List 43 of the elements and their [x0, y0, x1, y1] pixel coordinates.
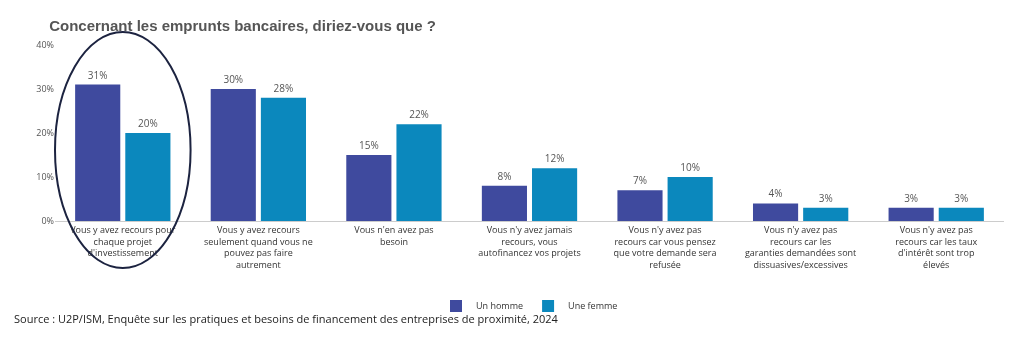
bar	[938, 207, 984, 221]
bar	[260, 97, 307, 221]
bar	[75, 84, 121, 221]
data-label: 4%	[768, 186, 783, 201]
legend-label: Une femme	[568, 299, 618, 313]
data-label: 15%	[359, 138, 379, 152]
data-label: 7%	[633, 173, 647, 188]
data-label: 3%	[904, 190, 919, 205]
x-tick-label: Vous n'y avez pas recours car les taux d'intérêt sont trop élevés	[895, 222, 978, 271]
y-tick-label: 20%	[36, 126, 54, 140]
data-label: 3%	[818, 190, 833, 205]
bar	[888, 207, 934, 221]
data-label: 3%	[954, 190, 969, 205]
bar	[125, 133, 171, 221]
data-label: 31%	[87, 67, 108, 82]
x-tick-label: Vous n'en avez pas besoin	[354, 222, 434, 248]
data-label: 12%	[544, 151, 565, 166]
y-tick-label: 0%	[41, 214, 54, 228]
bar	[481, 185, 527, 221]
legend-label: Un homme	[476, 299, 524, 313]
x-tick-label: Vous n'y avez pas recours car les garanties demandées sont dissuasives/excessives	[744, 222, 857, 271]
x-tick-label: Vous n'y avez pas recours car vous pensez que votre demande sera refusée	[613, 222, 717, 271]
y-tick-label: 40%	[36, 38, 54, 52]
bar	[803, 207, 849, 221]
data-label: 10%	[680, 160, 700, 174]
bar	[346, 155, 392, 221]
chart-title: Concernant les emprunts bancaires, diriez-vous que ?	[49, 16, 436, 34]
x-tick-label: Vous n'y avez jamais recours, vous autofinancez vos projets	[478, 222, 581, 260]
data-label: 20%	[138, 116, 158, 130]
bar	[667, 177, 713, 221]
bar	[752, 203, 799, 221]
data-label: 8%	[497, 168, 512, 183]
bar	[210, 89, 256, 221]
data-label: 28%	[273, 80, 294, 95]
source-note: Source : U2P/ISM, Enquête sur les pratiques et besoins de financement des entreprises de proximité, 2024	[14, 311, 559, 326]
bar	[396, 124, 442, 221]
data-label: 30%	[223, 72, 244, 86]
x-tick-label: Vous y avez recours seulement quand vous ne pouvez pas faire autrement	[204, 222, 313, 271]
y-tick-label: 30%	[36, 82, 54, 96]
bar	[532, 168, 578, 221]
bar	[617, 190, 663, 221]
data-label: 22%	[409, 107, 429, 122]
y-tick-label: 10%	[36, 170, 54, 184]
